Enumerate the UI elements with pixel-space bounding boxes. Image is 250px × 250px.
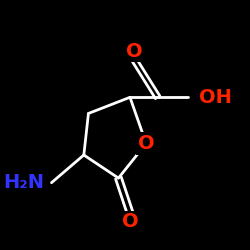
- Text: OH: OH: [199, 88, 232, 107]
- Text: O: O: [126, 42, 143, 61]
- Text: H₂N: H₂N: [4, 173, 44, 192]
- Text: O: O: [122, 212, 138, 232]
- Text: O: O: [138, 134, 154, 153]
